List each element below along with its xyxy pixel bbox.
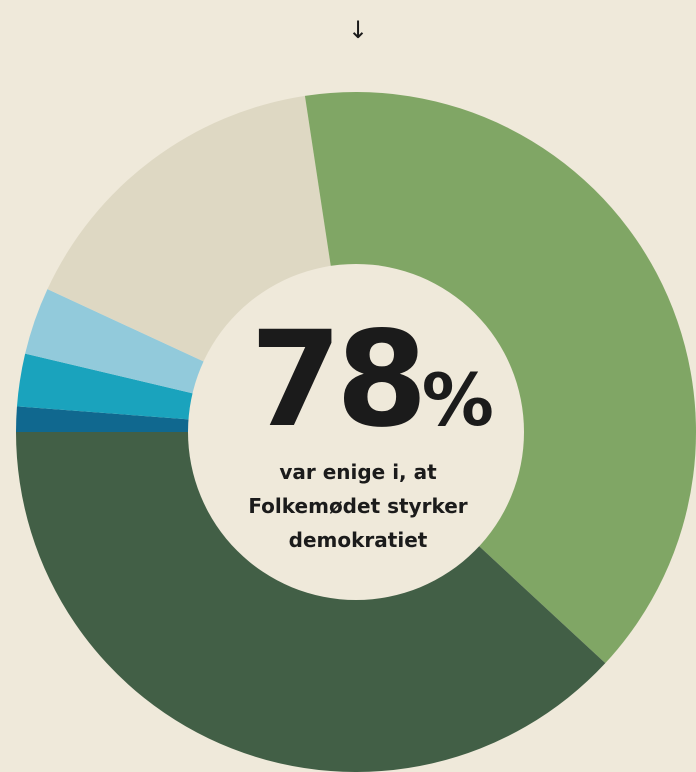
center-line: Folkemødet styrker <box>248 494 467 518</box>
center-unit: % <box>422 358 494 442</box>
center-number: 78 <box>250 303 422 457</box>
arrow: ↓ <box>348 16 368 44</box>
center-line: demokratiet <box>289 528 428 552</box>
slice <box>16 432 606 772</box>
donut-hole <box>188 264 524 600</box>
center-line: var enige i, at <box>279 460 437 484</box>
center-text: var enige i, at Folkemødet styrker demokra… <box>248 460 467 552</box>
center-value: 78% <box>250 303 494 457</box>
